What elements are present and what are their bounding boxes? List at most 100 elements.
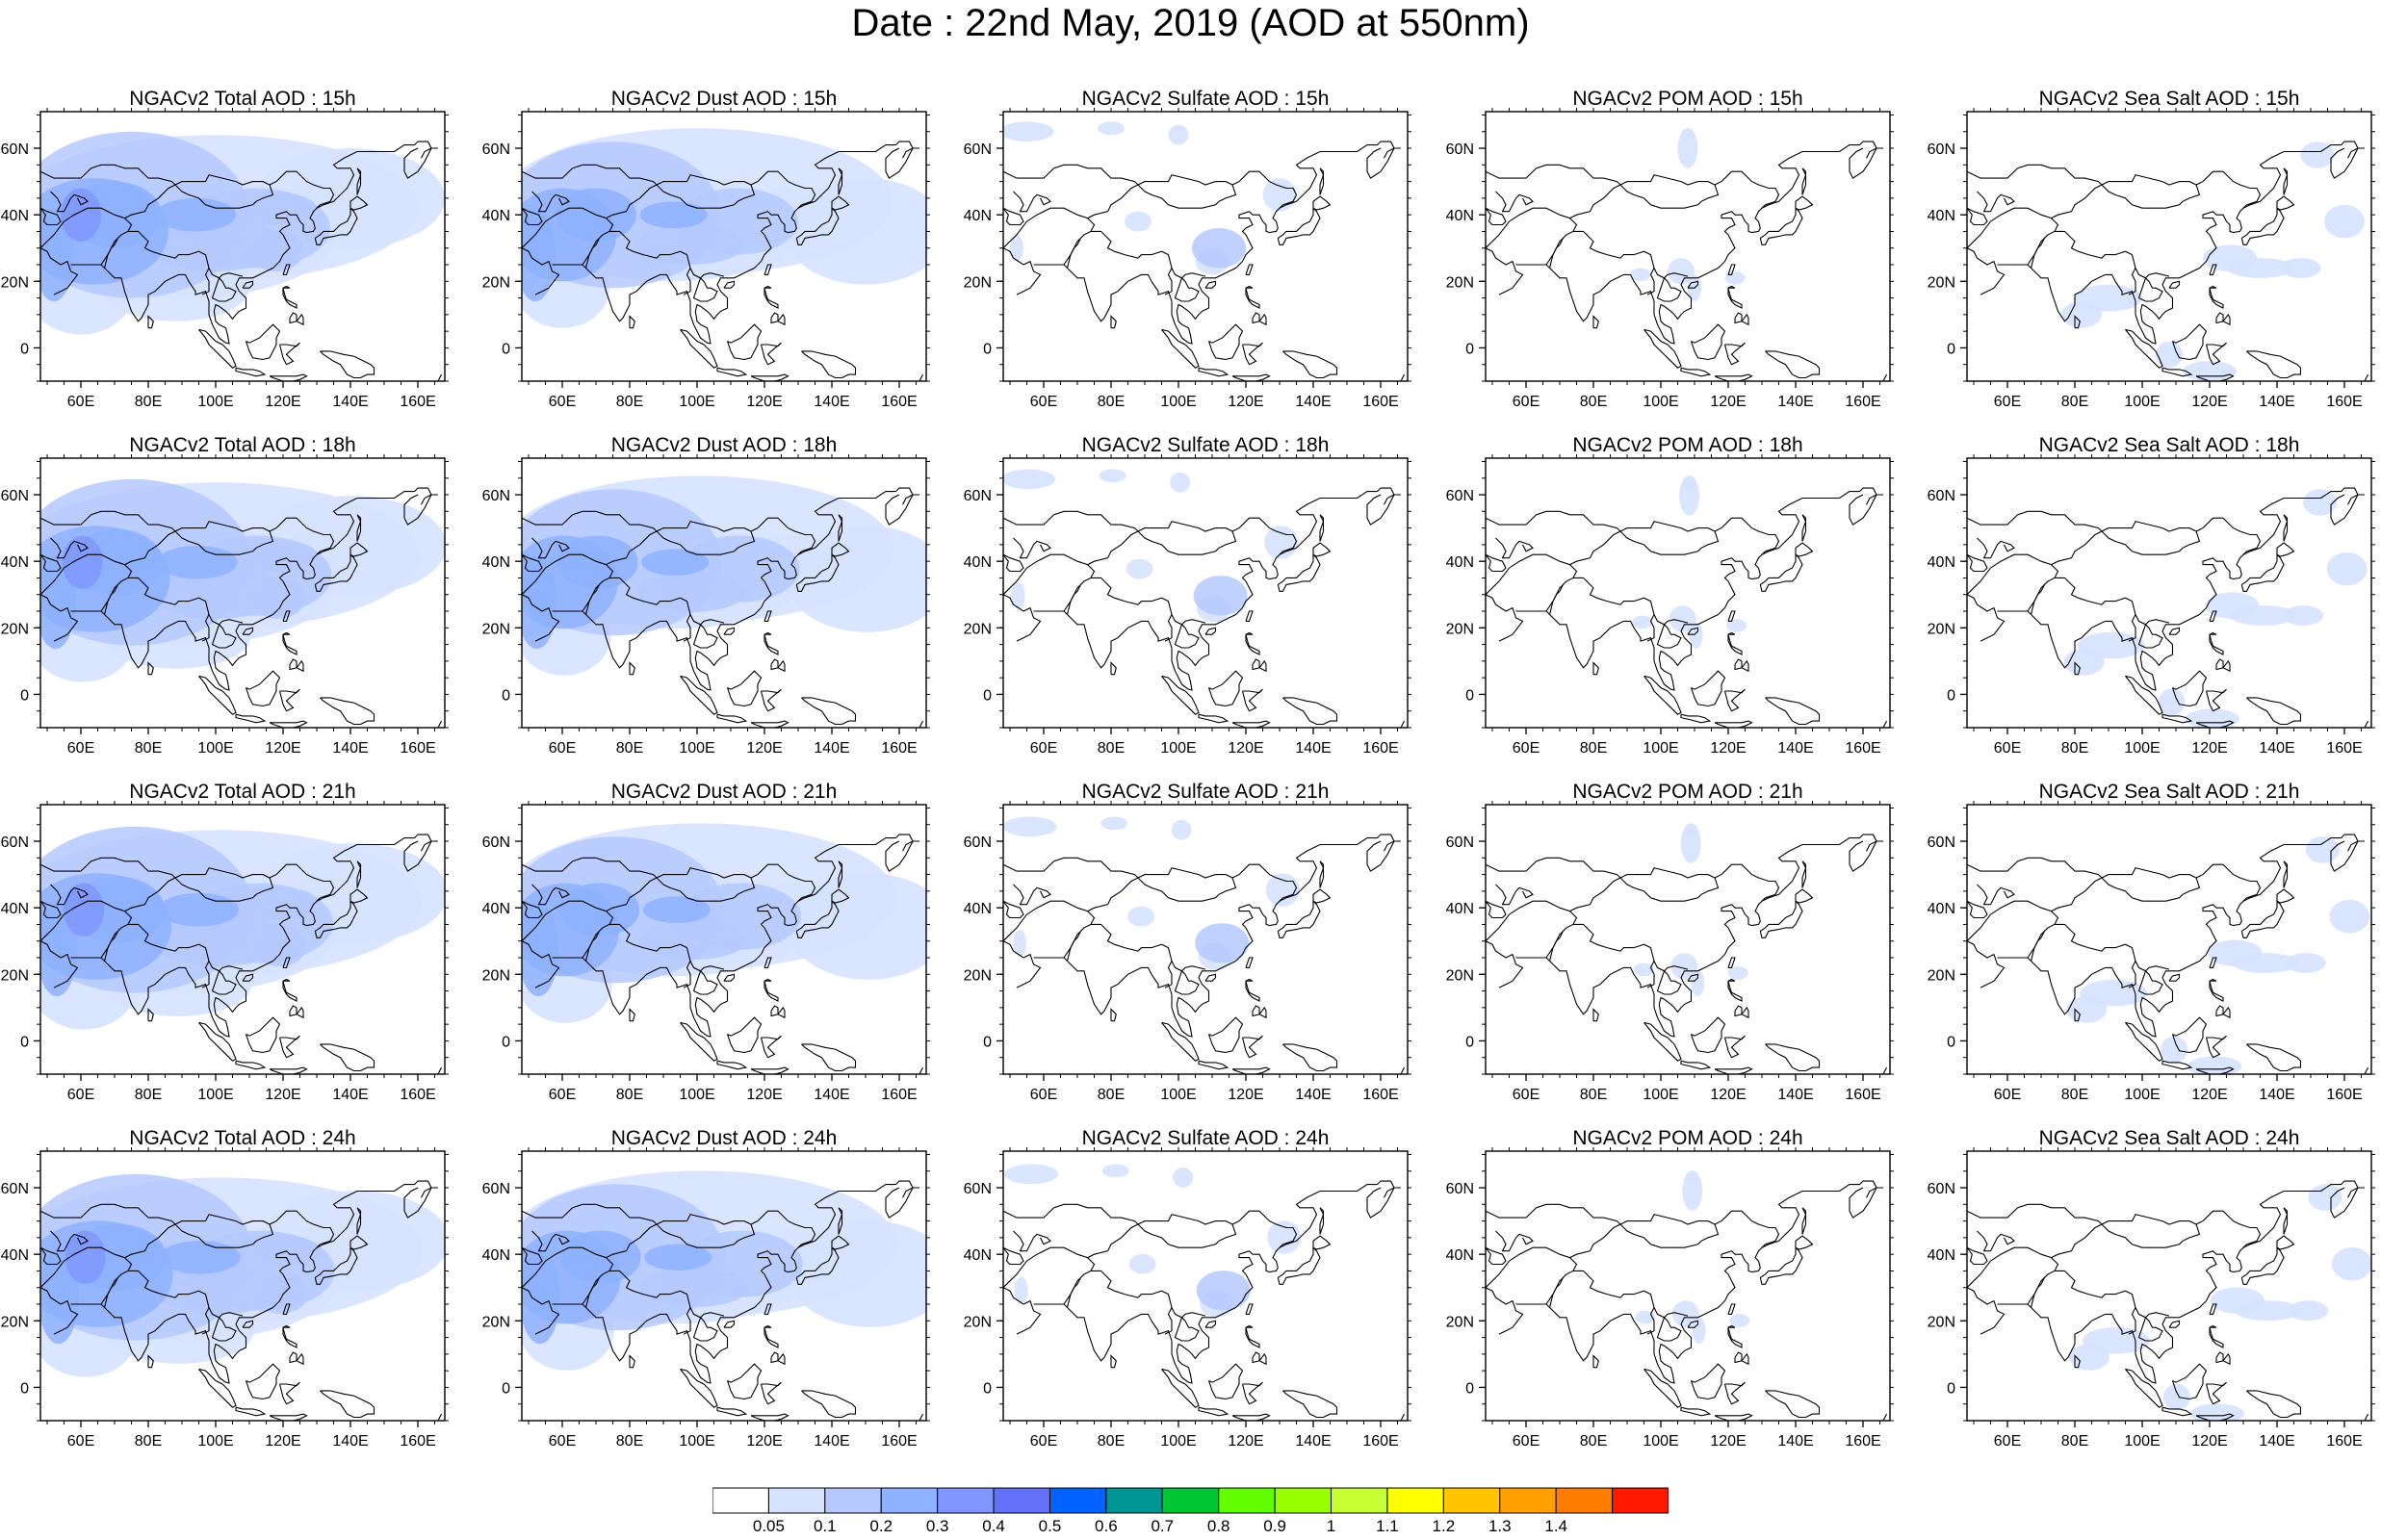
coastline — [278, 1381, 300, 1405]
coastline — [128, 1270, 244, 1319]
coastline — [1866, 1187, 1883, 1198]
coastlines — [522, 834, 923, 1074]
coastline — [2215, 1005, 2231, 1019]
lat-tick-label: 40N — [1, 208, 29, 224]
lat-tick-label: 0 — [983, 1034, 992, 1050]
aod-contour-level-3 — [155, 197, 236, 232]
coastline — [1312, 1235, 1332, 1250]
colorbar-swatch — [993, 1487, 1050, 1514]
coastline — [1967, 164, 2103, 186]
map-svg: 60N 40N 20N 0 60E 80E 100E 120E 140E 160E — [1446, 801, 1894, 1103]
coastline — [1795, 195, 1814, 211]
coastline — [2055, 577, 2170, 626]
aod-colorbar: 0.05 0.1 0.2 0.3 0.4 0.5 0.6 0.7 0.8 0.9 1 1.1 1.2 1.… — [712, 1487, 1669, 1535]
coastline — [2209, 264, 2217, 275]
coastline — [750, 1210, 816, 1248]
aod-contour-level-2 — [223, 539, 319, 573]
aod-contour-level-1 — [1267, 1220, 1302, 1254]
coastline — [763, 285, 779, 309]
coastline — [1967, 857, 2103, 879]
coastline — [1734, 1351, 1749, 1366]
map-svg: 60N 40N 20N 0 60E 80E 100E 120E 140E 160E — [1928, 801, 2375, 1103]
aod-contour-level-1 — [1691, 969, 1705, 997]
aod-contour-level-1 — [2185, 708, 2239, 728]
coastline — [1759, 206, 1803, 245]
coastline — [1727, 610, 1736, 622]
coastline — [919, 1413, 923, 1421]
aod-field — [2063, 489, 2368, 728]
lon-tick-label: 160E — [881, 740, 917, 757]
lat-tick-label: 40N — [1, 1247, 29, 1264]
coastline — [2161, 367, 2193, 377]
coastline — [1245, 631, 1260, 655]
aod-field — [522, 475, 926, 676]
map-svg: 60N 40N 20N 0 60E 80E 100E 120E 140E 160E — [1446, 454, 1894, 757]
coastline — [1656, 624, 1682, 649]
lat-tick-label: 40N — [1446, 208, 1474, 224]
aod-contour-level-2 — [249, 231, 303, 271]
lon-tick-label: 120E — [1228, 1087, 1263, 1103]
coastline — [522, 1287, 560, 1335]
lat-tick-label: 0 — [983, 687, 992, 704]
coastline — [606, 867, 756, 912]
lon-tick-label: 120E — [746, 740, 782, 757]
map-border — [1002, 1150, 1409, 1422]
coastline — [838, 860, 843, 888]
coastlines — [1486, 141, 1887, 381]
coastlines — [1486, 834, 1887, 1074]
coastline — [2027, 927, 2049, 959]
aod-contour-level-1 — [1014, 1277, 1028, 1304]
coastline — [522, 1246, 543, 1266]
coastline — [2195, 1210, 2262, 1248]
coastline — [723, 973, 736, 982]
coastline — [1486, 1246, 1507, 1266]
lat-tick-label: 0 — [1465, 1034, 1474, 1050]
coastline — [1282, 350, 1338, 379]
aod-contour-level-1 — [1671, 1300, 1699, 1327]
coastline — [522, 247, 560, 295]
coastline — [1714, 373, 1753, 381]
coastline — [770, 658, 786, 673]
coastline — [437, 1066, 442, 1074]
coastline — [1164, 1307, 1173, 1335]
coastline — [1087, 1214, 1237, 1259]
coastline — [128, 923, 244, 972]
coastline — [1231, 170, 1298, 209]
coastline — [2215, 658, 2231, 673]
coastline — [680, 328, 718, 369]
coastline — [278, 688, 300, 712]
coastline — [1515, 834, 1877, 1038]
lat-tick-label: 40N — [1928, 208, 1955, 224]
aod-contour-level-2 — [151, 912, 287, 966]
lon-tick-label: 100E — [2124, 1433, 2160, 1450]
coastline — [1282, 1390, 1338, 1419]
aod-contour-level-1 — [2063, 649, 2105, 676]
aod-contour-level-1 — [2280, 258, 2321, 278]
lat-tick-label: 60N — [964, 488, 992, 504]
coastline — [1241, 1035, 1263, 1059]
aod-field — [1004, 1164, 1302, 1318]
coastline — [1592, 661, 1599, 676]
colorbar-swatch — [1048, 1487, 1107, 1514]
coastline — [629, 1008, 635, 1022]
coastline — [40, 553, 133, 615]
coastline — [245, 323, 281, 361]
coastline — [1204, 280, 1217, 289]
coastline — [1003, 1203, 1139, 1225]
coastline — [1882, 720, 1887, 728]
coastline — [100, 1273, 122, 1305]
coastline — [1866, 147, 1883, 159]
lon-tick-label: 80E — [616, 1087, 643, 1103]
coastline — [763, 264, 772, 275]
coastline — [245, 670, 281, 707]
map-plot: 60N 40N 20N 0 60E 80E 100E 120E 140E 160E — [1446, 801, 1894, 1103]
lat-tick-label: 0 — [1465, 1380, 1474, 1397]
aod-contour-level-2 — [640, 1267, 749, 1308]
coastline — [2125, 1021, 2163, 1062]
lat-tick-label: 20N — [1928, 274, 1955, 291]
aod-contour-level-2 — [225, 886, 321, 920]
lat-tick-label: 0 — [20, 687, 29, 704]
coastline — [40, 207, 62, 226]
coastline — [522, 164, 658, 186]
coastline — [242, 973, 254, 982]
